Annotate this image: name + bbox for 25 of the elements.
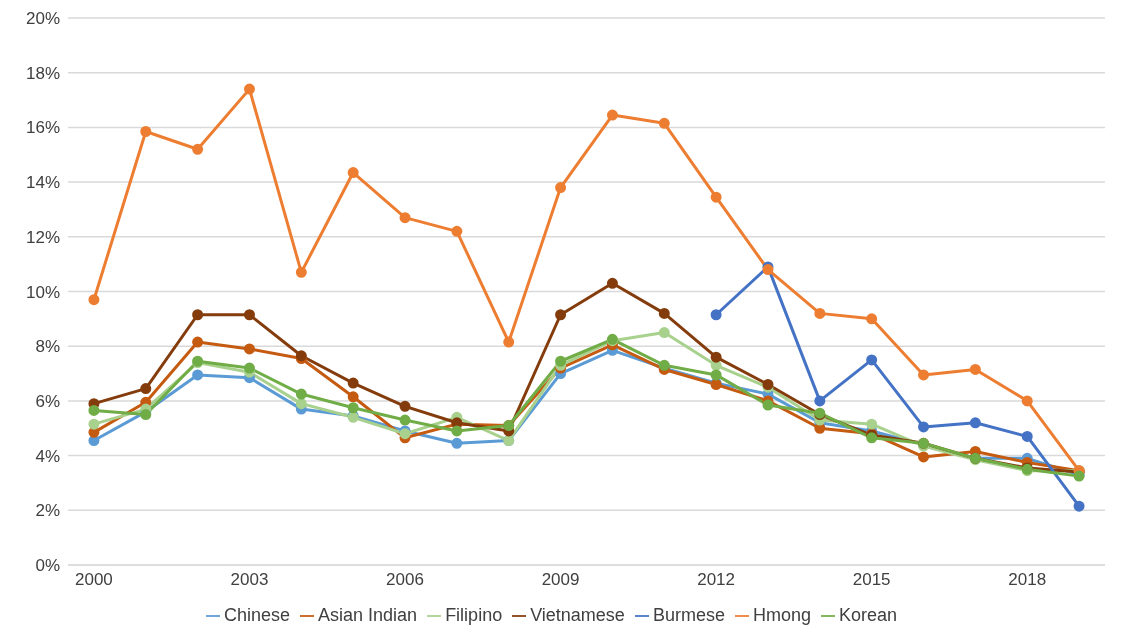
legend-label: Burmese — [652, 605, 725, 625]
legend-label: Filipino — [445, 605, 503, 625]
x-tick-label: 2006 — [386, 570, 424, 590]
y-tick-label: 2% — [35, 501, 60, 521]
y-tick-label: 20% — [25, 9, 60, 29]
legend-label: Chinese — [224, 605, 291, 625]
x-tick-label: 2018 — [1008, 570, 1047, 590]
x-tick-label: 2012 — [697, 570, 736, 590]
y-tick-label: 0% — [35, 556, 60, 576]
y-tick-label: 10% — [25, 282, 60, 302]
x-tick-label: 2009 — [541, 570, 580, 590]
y-tick-label: 18% — [25, 63, 60, 83]
y-tick-label: 4% — [35, 446, 60, 466]
y-tick-label: 12% — [25, 227, 60, 247]
y-tick-label: 6% — [35, 391, 60, 411]
legend-label: Vietnamese — [530, 605, 625, 625]
x-tick-label: 2015 — [852, 570, 891, 590]
legend-label: Hmong — [752, 605, 811, 625]
legend-label: Asian Indian — [318, 605, 418, 625]
y-tick-label: 14% — [25, 173, 60, 193]
y-tick-label: 8% — [35, 337, 60, 357]
x-tick-label: 2003 — [230, 570, 269, 590]
y-tick-label: 16% — [25, 118, 60, 138]
legend-label: Korean — [838, 605, 897, 625]
x-tick-label: 2000 — [75, 570, 113, 590]
